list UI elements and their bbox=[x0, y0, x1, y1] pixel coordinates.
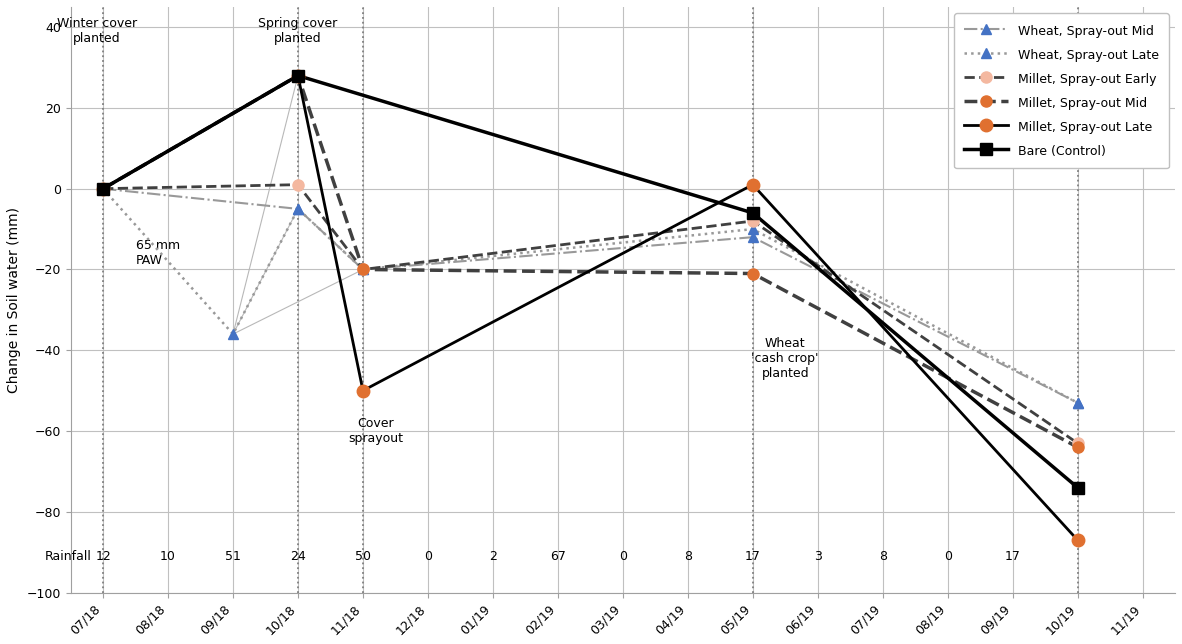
Text: Wheat
Harvest: Wheat Harvest bbox=[1086, 29, 1135, 57]
Y-axis label: Change in Soil water (mm): Change in Soil water (mm) bbox=[7, 207, 21, 393]
Text: Winter cover
planted: Winter cover planted bbox=[57, 17, 137, 45]
Text: 24: 24 bbox=[290, 550, 306, 563]
Text: Cover
sprayout: Cover sprayout bbox=[349, 417, 403, 445]
Legend: Wheat, Spray-out Mid, Wheat, Spray-out Late, Millet, Spray-out Early, Millet, Sp: Wheat, Spray-out Mid, Wheat, Spray-out L… bbox=[954, 13, 1169, 169]
Text: 12: 12 bbox=[96, 550, 111, 563]
Text: 8: 8 bbox=[878, 550, 886, 563]
Text: Wheat
'cash crop'
planted: Wheat 'cash crop' planted bbox=[752, 337, 819, 380]
Text: Spring cover
planted: Spring cover planted bbox=[259, 17, 338, 45]
Text: 65 mm
PAW: 65 mm PAW bbox=[136, 240, 180, 267]
Text: 17: 17 bbox=[1005, 550, 1020, 563]
Text: 3: 3 bbox=[813, 550, 821, 563]
Text: 51: 51 bbox=[225, 550, 241, 563]
Text: 50: 50 bbox=[355, 550, 371, 563]
Text: 2: 2 bbox=[489, 550, 496, 563]
Text: 0: 0 bbox=[943, 550, 952, 563]
Text: Rainfall: Rainfall bbox=[45, 550, 91, 563]
Text: 0: 0 bbox=[424, 550, 431, 563]
Text: 17: 17 bbox=[745, 550, 761, 563]
Text: 0: 0 bbox=[619, 550, 626, 563]
Text: 10: 10 bbox=[160, 550, 176, 563]
Text: 67: 67 bbox=[550, 550, 566, 563]
Text: 8: 8 bbox=[684, 550, 691, 563]
